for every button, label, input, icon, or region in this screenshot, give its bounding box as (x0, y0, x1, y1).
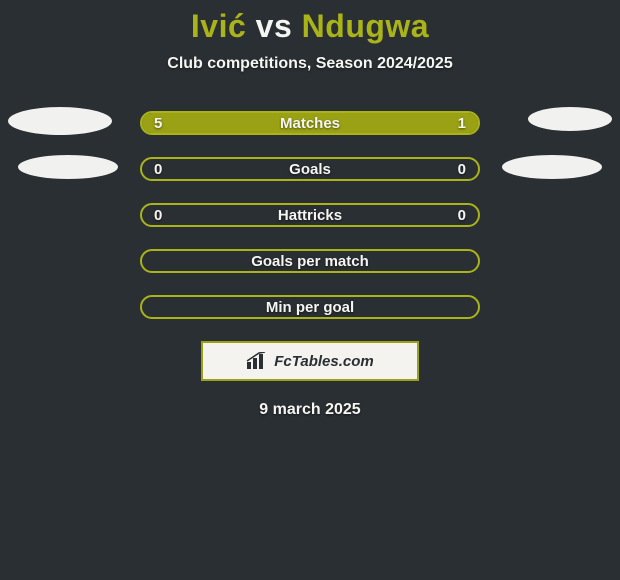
stat-bar: Goals per match (140, 249, 480, 273)
stat-value-right: 0 (458, 205, 466, 225)
logo-text: FcTables.com (274, 353, 373, 370)
title: Ivić vs Ndugwa (0, 8, 620, 45)
stat-bar: Matches51 (140, 111, 480, 135)
title-separator: vs (256, 8, 293, 44)
stat-value-left: 0 (154, 205, 162, 225)
bar-fill-left (142, 113, 411, 133)
player1-marker (8, 107, 112, 135)
stat-label: Min per goal (142, 297, 478, 317)
stat-row: Min per goal (0, 295, 620, 319)
player2-marker (528, 107, 612, 131)
stat-label: Hattricks (142, 205, 478, 225)
stat-row: Goals per match (0, 249, 620, 273)
stat-row: Hattricks0 0 (0, 203, 620, 227)
bar-fill-right (411, 113, 478, 133)
player1-name: Ivić (191, 8, 246, 44)
player2-marker (502, 155, 602, 179)
player1-marker (18, 155, 118, 179)
bars-icon (246, 352, 268, 370)
subtitle: Club competitions, Season 2024/2025 (0, 55, 620, 73)
stat-rows: Matches51Goals00Hattricks00Goals per mat… (0, 111, 620, 319)
stat-bar: Hattricks0 0 (140, 203, 480, 227)
date: 9 march 2025 (0, 401, 620, 419)
stat-bar: Min per goal (140, 295, 480, 319)
player2-name: Ndugwa (302, 8, 429, 44)
stat-bar: Goals0 0 (140, 157, 480, 181)
stat-value-right: 1 (458, 113, 466, 133)
stat-row: Goals0 0 (0, 157, 620, 181)
comparison-card: Ivić vs Ndugwa Club competitions, Season… (0, 0, 620, 419)
stat-value-left: 0 (154, 159, 162, 179)
source-logo[interactable]: FcTables.com (201, 341, 419, 381)
stat-label: Goals (142, 159, 478, 179)
stat-value-left: 5 (154, 113, 162, 133)
stat-label: Goals per match (142, 251, 478, 271)
stat-value-right: 0 (458, 159, 466, 179)
stat-row: Matches51 (0, 111, 620, 135)
